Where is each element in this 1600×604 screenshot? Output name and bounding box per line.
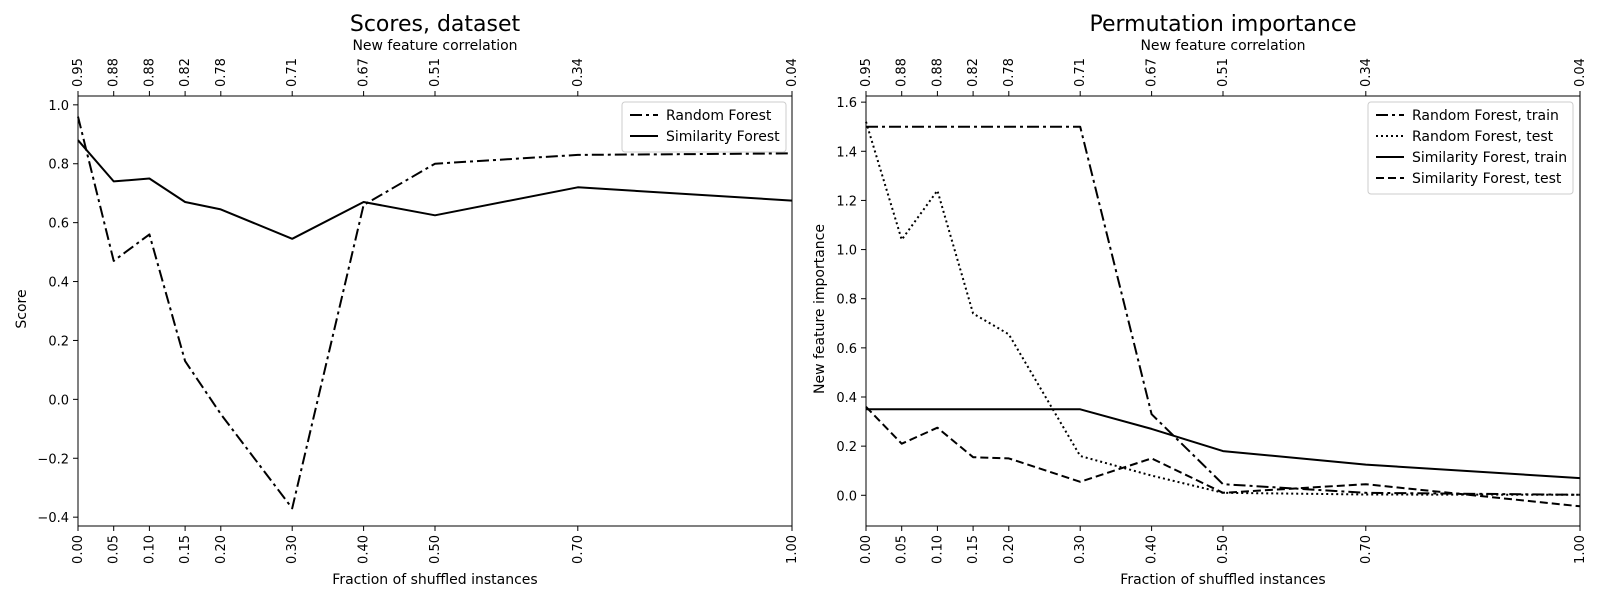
series-line-0: [866, 125, 1581, 496]
legend-label: Similarity Forest: [666, 129, 780, 145]
plot-area: 0.00 0.95 0.05 0.88 0.10 0.88 0.15 0.82 0.20 0.78…: [836, 58, 1588, 564]
x-tick-label: 0.30: [1073, 535, 1088, 564]
series-line-0: [77, 116, 793, 510]
top-tick-label: 0.04: [1573, 58, 1588, 87]
x-tick-label: 0.15: [966, 535, 981, 564]
y-tick-label: −0.4: [37, 511, 69, 526]
y-tick-label: 0.4: [836, 391, 857, 406]
legend-label: Similarity Forest, test: [1412, 171, 1562, 187]
y-tick-label: 0.2: [48, 334, 69, 349]
x-tick-label: 0.10: [930, 535, 945, 564]
y-tick-label: −0.2: [37, 452, 69, 467]
series-line-2: [866, 408, 1581, 480]
x-tick-label: 1.00: [1573, 535, 1588, 564]
y-axis-label: New feature importance: [812, 224, 828, 394]
x-tick-label: 0.00: [71, 535, 86, 564]
y-tick-label: 0.0: [48, 393, 69, 408]
y-tick-label: 0.6: [48, 217, 69, 232]
y-tick-label: 0.8: [48, 158, 69, 173]
y-tick-label: 0.2: [836, 440, 857, 455]
legend-label: Similarity Forest, train: [1412, 150, 1567, 166]
x-tick-label: 0.20: [214, 535, 229, 564]
x-tick-label: 0.70: [571, 535, 586, 564]
top-tick-label: 0.88: [107, 58, 122, 87]
top-tick-label: 0.51: [428, 58, 443, 87]
y-tick-label: 0.6: [836, 342, 857, 357]
x-axis-label: Fraction of shuffled instances: [1120, 572, 1325, 588]
top-tick-label: 0.82: [966, 58, 981, 87]
top-axis-label: New feature correlation: [1140, 38, 1305, 54]
x-tick-label: 0.05: [895, 535, 910, 564]
x-tick-label: 0.15: [178, 535, 193, 564]
x-tick-label: 0.05: [107, 535, 122, 564]
x-tick-label: 1.00: [785, 535, 800, 564]
x-axis-label: Fraction of shuffled instances: [332, 572, 537, 588]
y-tick-label: 0.0: [836, 489, 857, 504]
y-tick-label: 0.4: [48, 276, 69, 291]
series-line-3: [865, 406, 1581, 508]
y-axis-label: Score: [14, 289, 30, 328]
x-tick-label: 0.10: [142, 535, 157, 564]
legend-label: Random Forest: [666, 108, 772, 124]
top-tick-label: 0.78: [214, 58, 229, 87]
y-tick-label: 1.2: [836, 194, 857, 209]
top-tick-label: 0.67: [1145, 58, 1160, 87]
plot-area: 0.00 0.95 0.05 0.88 0.10 0.88 0.15 0.82 0.20 0.78…: [37, 58, 800, 564]
top-tick-label: 0.88: [930, 58, 945, 87]
top-tick-label: 0.78: [1002, 58, 1017, 87]
legend-label: Random Forest, test: [1412, 129, 1554, 145]
y-tick-label: 1.6: [836, 96, 857, 111]
y-tick-label: 1.0: [48, 99, 69, 114]
legend: Random Forest Similarity Forest: [621, 101, 787, 153]
permutation-importance-chart: Permutation importance New feature corre…: [812, 12, 1588, 588]
top-tick-label: 0.95: [71, 58, 86, 87]
top-tick-label: 0.95: [859, 58, 874, 87]
x-tick-label: 0.00: [859, 535, 874, 564]
scores-chart: Scores, dataset New feature correlation …: [14, 12, 800, 588]
top-tick-label: 0.67: [357, 58, 372, 87]
x-tick-label: 0.20: [1002, 535, 1017, 564]
legend-label: Random Forest, train: [1412, 108, 1559, 124]
chart-title: Scores, dataset: [350, 12, 521, 37]
top-tick-label: 0.34: [1359, 58, 1374, 87]
y-tick-label: 1.4: [836, 145, 857, 160]
x-tick-label: 0.50: [428, 535, 443, 564]
y-tick-label: 0.8: [836, 293, 857, 308]
legend: Random Forest, train Random Forest, test S…: [1367, 101, 1574, 195]
legend-box: [1367, 101, 1574, 195]
top-tick-label: 0.82: [178, 58, 193, 87]
top-tick-label: 0.88: [895, 58, 910, 87]
x-tick-label: 0.70: [1359, 535, 1374, 564]
top-tick-label: 0.88: [142, 58, 157, 87]
series-line-1: [77, 139, 793, 240]
legend-box: [621, 101, 787, 153]
x-tick-label: 0.40: [357, 535, 372, 564]
chart-title: Permutation importance: [1090, 12, 1357, 37]
x-tick-label: 0.40: [1145, 535, 1160, 564]
top-tick-label: 0.34: [571, 58, 586, 87]
x-tick-label: 0.30: [285, 535, 300, 564]
top-axis-label: New feature correlation: [352, 38, 517, 54]
top-tick-label: 0.51: [1216, 58, 1231, 87]
y-tick-label: 1.0: [836, 244, 857, 259]
top-tick-label: 0.71: [285, 58, 300, 87]
top-tick-label: 0.71: [1073, 58, 1088, 87]
axes-frame: [77, 95, 793, 527]
x-tick-label: 0.50: [1216, 535, 1231, 564]
top-tick-label: 0.04: [785, 58, 800, 87]
